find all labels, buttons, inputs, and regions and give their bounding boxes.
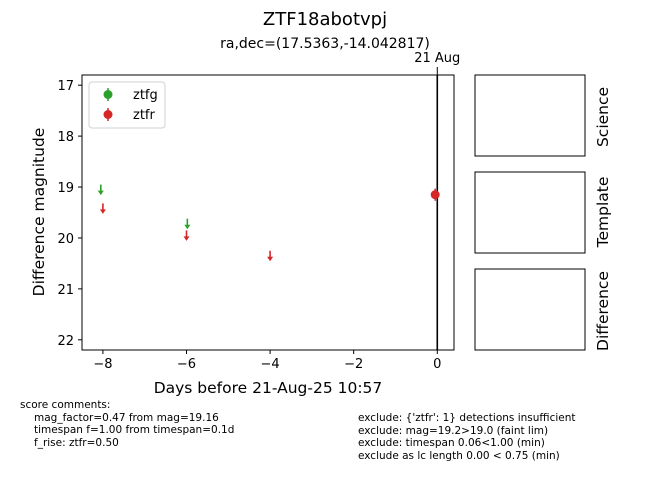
score-comment-line: timespan f=1.00 from timespan=0.1d [34,424,235,436]
score-comments-heading: score comments: [20,399,111,411]
x-tick-label: −2 [344,357,363,372]
plot-frame [81,74,455,351]
legend-marker-ztfg [103,90,113,99]
y-tick-label: 21 [57,283,74,298]
y-tick-label: 17 [57,79,74,94]
score-comment-line: mag_factor=0.47 from mag=19.16 [34,411,219,424]
x-tick-label: −4 [261,357,280,372]
y-tick-label: 19 [57,181,74,196]
score-comment-line: f_rise: ztfr=0.50 [34,436,119,449]
chart-subtitle: ra,dec=(17.5363,-14.042817) [220,36,430,52]
science-panel-label: Science [594,87,612,147]
legend-entry-ztfg: ztfg [103,88,158,103]
difference-panel [474,268,586,351]
y-axis-label: Difference magnitude [30,128,48,297]
legend: ztfg ztfr [88,81,166,129]
upper-limit-arrow-ztfg [97,190,104,196]
x-tick-label: −6 [177,357,196,372]
reference-label: 21 Aug [414,51,460,66]
legend-entry-ztfr: ztfr [103,108,155,123]
x-tick-label: −8 [93,357,112,372]
legend-label-ztfg: ztfg [133,88,158,103]
template-panel [474,171,586,254]
exclusion-line: exclude: mag=19.2>19.0 (faint lim) [358,424,549,437]
science-panel [474,74,586,157]
upper-limit-arrow-ztfg [184,224,191,230]
legend-marker-ztfr [103,110,113,119]
exclusion-comments: exclude: {'ztfr': 1} detections insuffic… [358,412,576,462]
exclusion-line: exclude as lc length 0.00 < 0.75 (min) [358,449,560,462]
score-comments: score comments: mag_factor=0.47 from mag… [20,399,234,449]
legend-label-ztfr: ztfr [133,108,155,123]
y-tick-label: 22 [57,334,74,349]
y-tick-label: 18 [57,130,74,145]
upper-limit-arrow-ztfr [183,236,190,241]
exclusion-line: exclude: {'ztfr': 1} detections insuffic… [358,412,576,424]
x-tick-label: 0 [433,357,441,372]
x-axis-label: Days before 21-Aug-25 10:57 [154,379,383,397]
difference-panel-label: Difference [594,271,612,351]
chart-title: ZTF18abotvpj [263,9,387,30]
template-panel-label: Template [594,177,612,249]
upper-limit-arrow-ztfr [99,209,106,214]
plot-area: −8 −6 −4 −2 0 17 18 19 20 21 22 21 Aug [57,51,460,372]
exclusion-line: exclude: timespan 0.06<1.00 (min) [358,437,545,449]
cutout-panels: Science Template Difference [474,74,612,351]
y-tick-label: 20 [57,232,74,247]
upper-limit-arrow-ztfr [267,256,274,262]
detection-point-ztfr [430,190,440,200]
